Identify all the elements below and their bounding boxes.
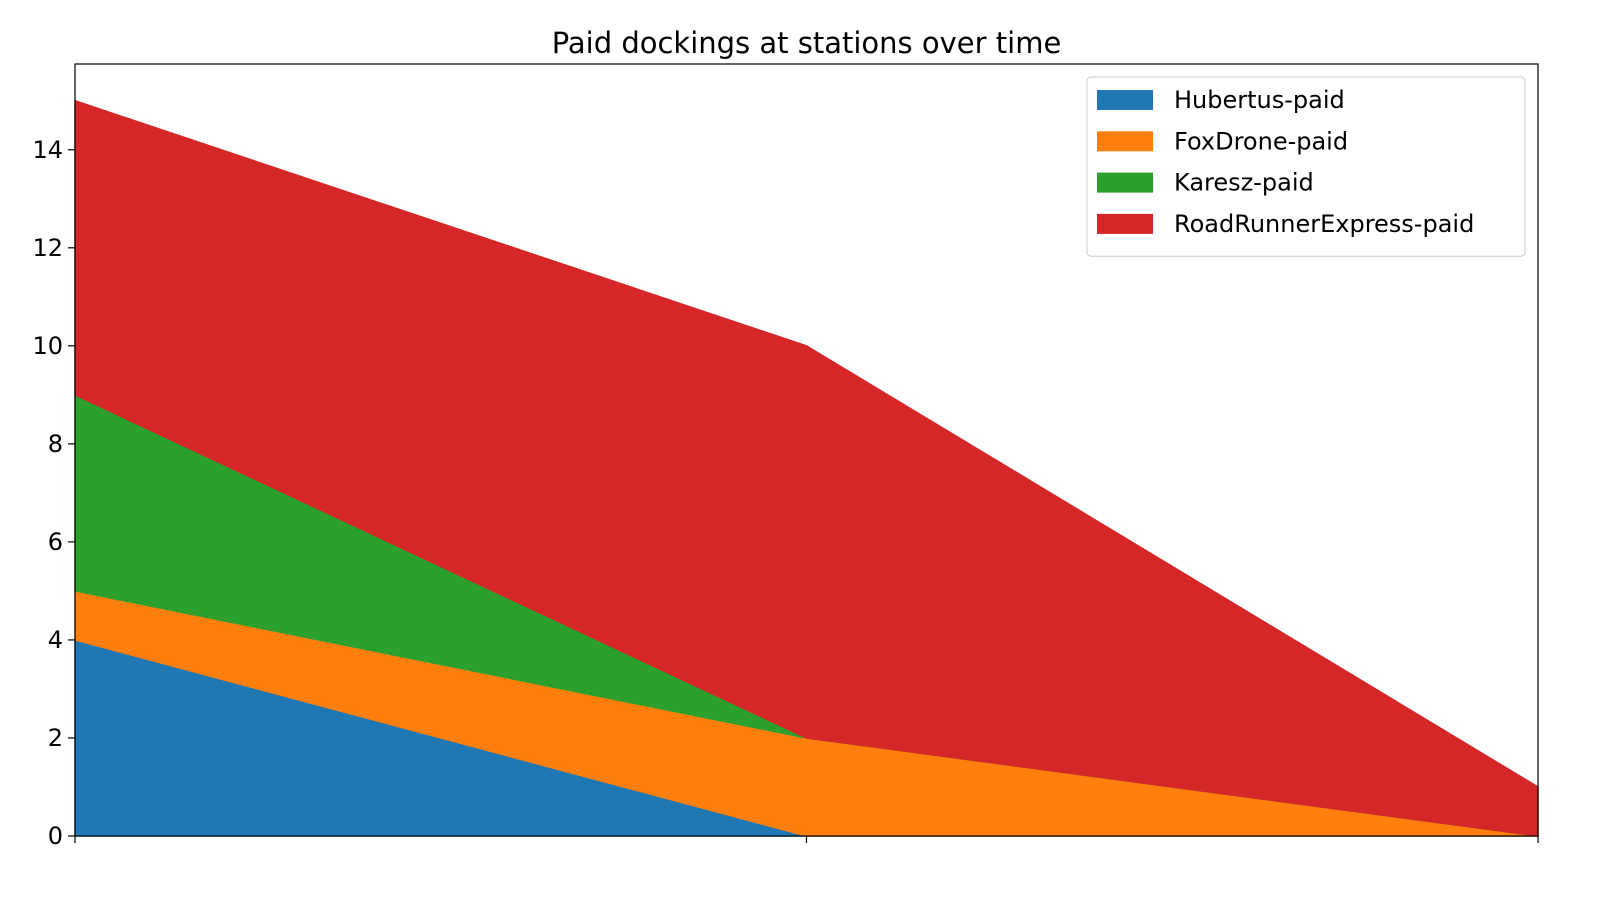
x-axis bbox=[74, 836, 1539, 843]
chart-title: Paid dockings at stations over time bbox=[552, 26, 1062, 60]
y-tick-label: 8 bbox=[48, 430, 63, 458]
y-tick-label: 4 bbox=[48, 626, 63, 654]
legend-label: Karesz-paid bbox=[1174, 169, 1314, 197]
y-axis: 0 2 4 6 8 10 12 14 bbox=[32, 136, 75, 850]
y-tick-label: 2 bbox=[48, 724, 63, 752]
legend-swatch bbox=[1097, 172, 1153, 193]
y-tick-label: 12 bbox=[32, 234, 63, 262]
legend-label: Hubertus-paid bbox=[1174, 86, 1345, 114]
legend-swatch bbox=[1097, 90, 1153, 110]
legend-label: FoxDrone-paid bbox=[1174, 127, 1348, 155]
legend: Hubertus-paid FoxDrone-paid Karesz-paid Roa… bbox=[1086, 76, 1526, 257]
y-tick-label: 0 bbox=[48, 822, 63, 850]
y-tick-label: 10 bbox=[32, 332, 63, 360]
area-series-group bbox=[74, 100, 1539, 837]
legend-box bbox=[1086, 76, 1526, 257]
y-tick-label: 6 bbox=[48, 528, 63, 556]
y-tick-label: 14 bbox=[32, 136, 63, 164]
legend-swatch bbox=[1097, 131, 1153, 152]
legend-swatch bbox=[1097, 213, 1153, 234]
legend-label: RoadRunnerExpress-paid bbox=[1174, 210, 1474, 238]
